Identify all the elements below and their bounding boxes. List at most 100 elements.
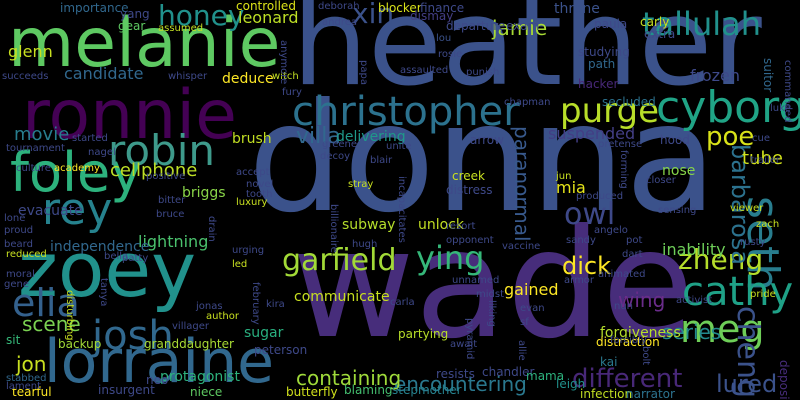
word-ying: ying [416, 239, 485, 277]
word-inability: inability [662, 240, 726, 259]
word-barbarosa: barbarosa [726, 144, 754, 265]
word-deposit: deposit [777, 360, 791, 400]
word-deduce: deduce [222, 71, 274, 87]
word-sf: sf [520, 317, 529, 328]
word-melanie: melanie [8, 4, 281, 83]
word-bitter: bitter [158, 195, 186, 206]
word-nagel: nagel [88, 147, 116, 158]
word-blaming: blaming [344, 383, 393, 397]
word-controlled: controlled [236, 0, 296, 13]
word-robin: robin [108, 126, 215, 175]
word-sandy: sandy [566, 235, 596, 246]
word-foley: foley [10, 141, 143, 204]
word-tooth: tooth [246, 189, 273, 200]
word-movie: movie [14, 124, 70, 145]
word-communicate: communicate [294, 289, 390, 305]
word-villa: villa [296, 124, 341, 149]
word-await: await [450, 339, 478, 350]
word-villager: villager [172, 321, 209, 332]
word-secluded: secluded [602, 95, 656, 109]
word-throne: throne [554, 1, 600, 17]
word-author: author [206, 311, 239, 322]
word-viewer: viewer [730, 203, 764, 214]
word-kai: kai [600, 355, 618, 369]
word-granddaughter: granddaughter [144, 337, 234, 351]
word-blocker: blocker [378, 1, 422, 15]
word-proud: proud [4, 225, 34, 236]
word-animated: animated [598, 269, 646, 280]
word-glenn: glenn [8, 42, 53, 61]
word-cathy: cathy [682, 269, 794, 315]
word-academy: academy [54, 163, 100, 174]
word-peterson: peterson [254, 343, 308, 357]
word-novel: novel [246, 179, 274, 190]
word-tearful: tearful [12, 385, 52, 399]
word-succeeds: succeeds [2, 71, 49, 82]
word-stray: stray [348, 179, 374, 190]
word-kira: kira [266, 299, 285, 310]
word-pot: pot [626, 235, 643, 246]
word-jon: jon [16, 352, 47, 376]
word-departure: departure [446, 19, 506, 33]
word-positive: positive [146, 171, 186, 182]
word-brush: brush [232, 131, 272, 147]
word-mia: mia [556, 178, 586, 197]
word-suspended: suspended [548, 124, 636, 143]
word-allie: allie [516, 340, 527, 361]
word-armor: armor [564, 275, 595, 286]
word-patty: patty [122, 253, 149, 264]
word-delivering: delivering [336, 129, 406, 145]
word-rusty: rusty [740, 237, 766, 248]
word-butterfly: butterfly [286, 385, 338, 399]
word-lured: lured [716, 370, 778, 398]
word-pride: pride [750, 289, 776, 300]
word-hacker: hacker [578, 77, 619, 91]
word-mama: mama [526, 369, 565, 383]
word-luke: luke [770, 103, 791, 114]
word-stabbed: stabbed [6, 373, 47, 384]
word-anymore: anymore [278, 40, 289, 85]
word-opponent: opponent [446, 235, 494, 246]
word-trailer: trailer [750, 155, 780, 166]
word-sensing: sensing [658, 205, 697, 216]
word-witch: witch [272, 71, 299, 82]
word-unite: unite [386, 141, 412, 152]
word-nose: nose [662, 163, 696, 179]
word-paranormal: paranormal [510, 126, 534, 242]
word-resists: resists [436, 367, 475, 381]
word-briggs: briggs [182, 185, 226, 201]
word-wade: wade [292, 198, 695, 372]
word-poe: poe [706, 122, 755, 152]
word-unnamed: unnamed [452, 275, 500, 286]
word-tanya: tanya [98, 278, 109, 307]
word-bella: bella [104, 251, 129, 262]
word-heather: heather [292, 0, 762, 113]
word-cyborg: cyborg [656, 82, 800, 133]
word-decoy: decoy [320, 151, 351, 162]
word-christopher: christopher [292, 89, 520, 135]
word-pretense: pretense [598, 139, 643, 150]
word-tournament: tournament [6, 143, 65, 154]
word-lou: lou [436, 33, 452, 44]
word-february: february [250, 282, 261, 325]
word-lone: lone [4, 213, 26, 224]
word-garfield: garfield [282, 243, 397, 278]
word-cue: cue [752, 133, 770, 144]
word-path: path [588, 57, 616, 71]
word-unlock: unlock [418, 217, 465, 233]
word-urging: urging [232, 245, 265, 256]
word-started: started [72, 133, 108, 144]
word-pyramid: pyramid [464, 318, 475, 360]
word-liking: liking [486, 300, 497, 327]
word-hood: hood [660, 133, 690, 147]
word-subway: subway [342, 217, 396, 233]
word-different: different [572, 364, 683, 394]
word-distress: distress [446, 183, 493, 197]
word-vaccine: vaccine [502, 241, 541, 252]
word-bruce: bruce [156, 209, 185, 220]
word-stepmother: stepmother [392, 383, 462, 397]
word-meg: meg [680, 307, 765, 351]
word-midst: midst [476, 289, 504, 300]
word-greene: greene [322, 139, 358, 150]
